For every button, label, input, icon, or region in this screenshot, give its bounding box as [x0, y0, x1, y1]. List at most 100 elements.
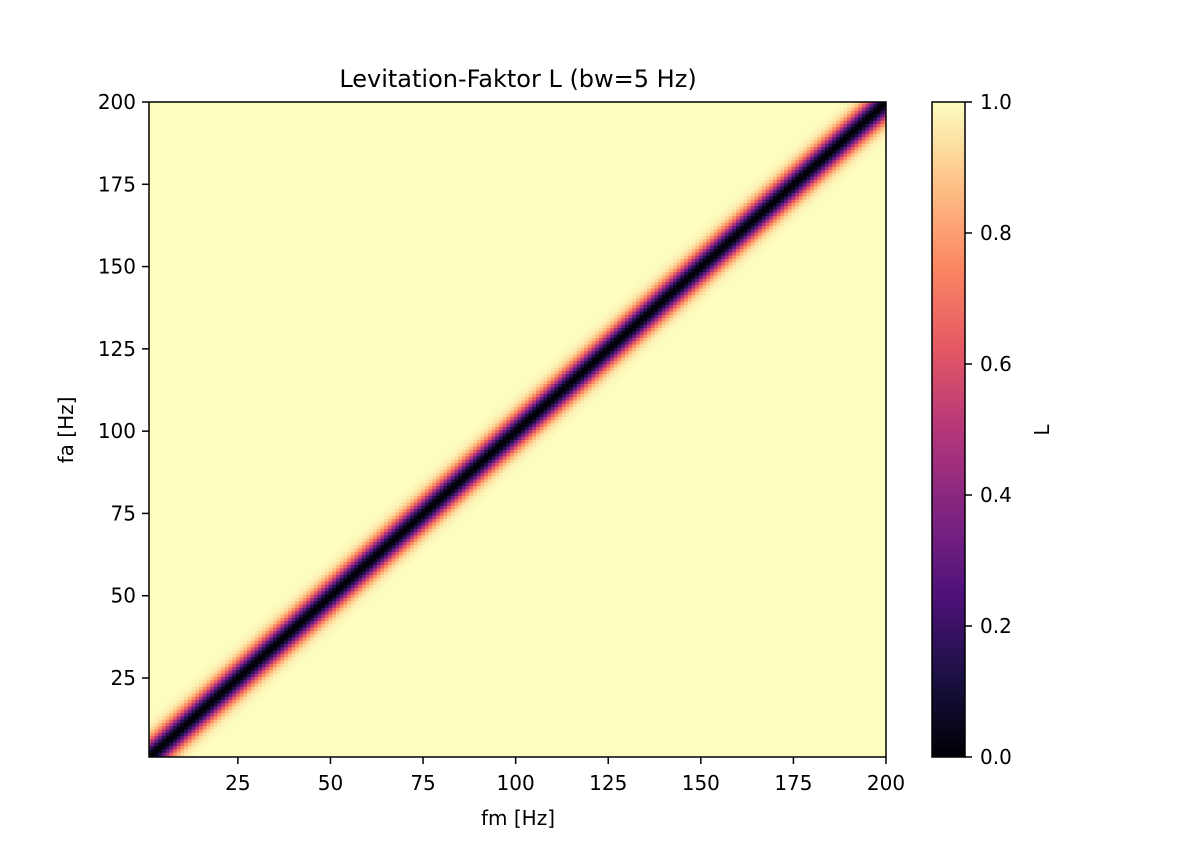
heatmap-cell	[584, 353, 589, 358]
heatmap-cell	[747, 222, 752, 227]
heatmap-cell	[239, 676, 245, 681]
heatmap-cell	[710, 255, 715, 259]
heatmap-cell	[787, 222, 793, 227]
heatmap-cell	[210, 699, 215, 704]
heatmap-cell	[695, 245, 700, 250]
heatmap-cell	[358, 603, 363, 608]
heatmap-cell	[473, 469, 478, 473]
heatmap-cell	[461, 482, 467, 487]
heatmap-cell	[684, 264, 689, 269]
heatmap-cell	[847, 136, 852, 141]
heatmap-cell	[280, 623, 285, 628]
heatmap-cell	[384, 541, 389, 546]
heatmap-cell	[873, 113, 878, 118]
heatmap-cell	[869, 146, 874, 151]
heatmap-cell	[258, 633, 263, 638]
heatmap-cell	[310, 626, 315, 631]
heatmap-cell	[495, 482, 500, 487]
heatmap-cell	[521, 390, 526, 394]
heatmap-cell	[680, 287, 685, 292]
heatmap-cell	[476, 482, 482, 487]
heatmap-cell	[710, 261, 715, 266]
heatmap-cell	[158, 725, 163, 730]
heatmap-cell	[313, 620, 319, 625]
heatmap-cell	[876, 120, 882, 124]
heatmap-cell	[210, 715, 215, 720]
heatmap-cell	[706, 248, 711, 253]
heatmap-cell	[180, 722, 185, 727]
heatmap-cell	[643, 301, 648, 306]
heatmap-cell	[498, 445, 504, 450]
heatmap-cell	[632, 350, 637, 355]
heatmap-cell	[739, 258, 745, 263]
heatmap-cell	[836, 113, 841, 118]
heatmap-cell	[432, 465, 437, 470]
heatmap-cell	[569, 409, 574, 414]
heatmap-cell	[839, 110, 845, 115]
heatmap-cell	[532, 432, 537, 437]
heatmap-cell	[810, 136, 815, 141]
heatmap-cell	[313, 603, 319, 608]
heatmap-cell	[795, 212, 800, 217]
heatmap-cell	[436, 534, 441, 539]
heatmap-cell	[739, 225, 745, 230]
heatmap-cell	[180, 729, 185, 733]
heatmap-cell	[680, 307, 685, 312]
heatmap-cell	[750, 218, 756, 223]
heatmap-cell	[780, 162, 785, 167]
heatmap-cell	[569, 396, 574, 401]
heatmap-cell	[591, 360, 596, 365]
heatmap-cell	[795, 146, 800, 151]
heatmap-cell	[773, 195, 778, 200]
heatmap-cell	[506, 406, 511, 411]
heatmap-cell	[636, 337, 641, 342]
heatmap-cell	[461, 508, 467, 513]
heatmap-cell	[828, 162, 833, 167]
heatmap-cell	[832, 153, 837, 157]
heatmap-cell	[595, 353, 600, 358]
heatmap-cell	[461, 459, 467, 464]
heatmap-cell	[706, 281, 711, 286]
heatmap-cell	[336, 551, 341, 556]
heatmap-cell	[602, 334, 607, 338]
heatmap-cell	[276, 669, 282, 674]
heatmap-cell	[199, 692, 204, 697]
heatmap-cell	[706, 268, 711, 273]
heatmap-cell	[780, 159, 785, 164]
heatmap-cell	[747, 202, 752, 207]
heatmap-cell	[513, 432, 519, 437]
heatmap-cell	[647, 343, 652, 348]
heatmap-cell	[754, 185, 759, 190]
heatmap-cell	[173, 735, 178, 740]
heatmap-cell	[865, 120, 870, 124]
heatmap-cell	[402, 495, 407, 500]
heatmap-cell	[543, 403, 548, 408]
heatmap-cell	[680, 284, 685, 289]
heatmap-cell	[191, 719, 196, 724]
heatmap-cell	[595, 343, 600, 348]
heatmap-cell	[761, 208, 767, 213]
heatmap-cell	[284, 653, 289, 658]
heatmap-cell	[410, 551, 415, 556]
heatmap-cell	[817, 136, 822, 141]
heatmap-cell	[369, 534, 374, 539]
heatmap-cell	[273, 613, 278, 618]
heatmap-cell	[543, 439, 548, 444]
heatmap-cell	[680, 245, 685, 250]
heatmap-cell	[513, 455, 519, 460]
heatmap-cell	[817, 143, 822, 148]
heatmap-cell	[636, 347, 641, 352]
heatmap-cell	[669, 320, 674, 325]
heatmap-cell	[176, 748, 182, 753]
heatmap-cell	[387, 521, 393, 526]
heatmap-cell	[154, 712, 159, 717]
heatmap-cell	[684, 274, 689, 279]
heatmap-cell	[632, 347, 637, 352]
heatmap-cell	[613, 360, 619, 365]
heatmap-cell	[850, 106, 856, 111]
heatmap-cell	[298, 584, 304, 589]
heatmap-cell	[332, 584, 337, 589]
heatmap-cell	[632, 340, 637, 345]
heatmap-cell	[176, 745, 182, 750]
heatmap-cell	[324, 590, 330, 595]
